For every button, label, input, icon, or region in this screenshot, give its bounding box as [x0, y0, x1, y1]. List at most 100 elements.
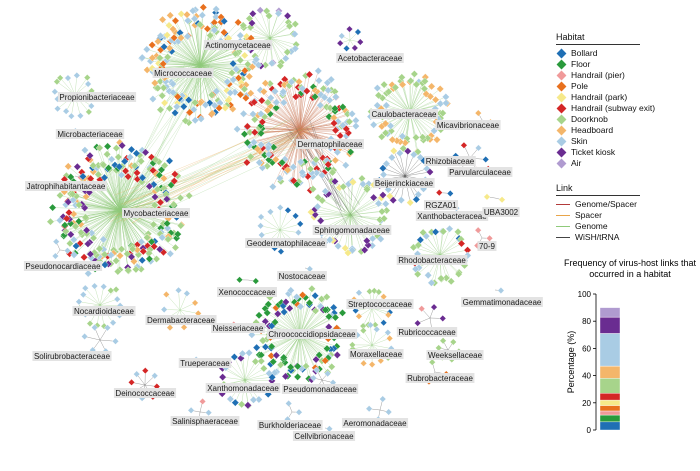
host-link [103, 164, 121, 211]
bar-segment [599, 365, 621, 379]
host-link [252, 13, 271, 39]
host-link [299, 334, 317, 360]
host-link [399, 153, 406, 177]
virus-node [326, 104, 335, 112]
y-axis-label: Percentage (%) [566, 331, 576, 394]
host-link [175, 20, 201, 66]
host-link [439, 249, 468, 256]
host-link [404, 171, 431, 177]
host-link [99, 304, 121, 306]
host-link [181, 13, 201, 66]
family-label: UBA3002 [482, 207, 520, 217]
family-name: Trueperaceae [180, 359, 230, 368]
virus-node [454, 270, 463, 278]
link-legend-title: Link [556, 183, 640, 196]
host-link [299, 117, 335, 131]
virus-node [426, 92, 435, 101]
family-name: Rubricoccaceae [398, 328, 456, 337]
host-link [269, 297, 301, 336]
host-link [404, 157, 421, 177]
virus-node [296, 302, 305, 311]
host-link [417, 253, 441, 256]
virus-node [251, 357, 260, 366]
host-link [279, 210, 289, 231]
family-name: Actinomycetaceae [205, 41, 271, 50]
virus-node [46, 217, 55, 226]
virus-node [180, 323, 188, 331]
virus-node [331, 177, 339, 186]
family-label: Beijerinckiaceae [373, 178, 435, 188]
virus-node [375, 288, 383, 296]
host-link [244, 368, 264, 381]
virus-node [245, 349, 253, 357]
virus-node [377, 357, 385, 365]
virus-node [250, 98, 258, 107]
family-label-bg [426, 350, 484, 360]
virus-node [66, 219, 75, 228]
host-link [299, 125, 344, 131]
virus-node [89, 161, 98, 170]
virus-node [87, 102, 95, 110]
virus-node [220, 28, 228, 37]
link-legend-item: Genome/Spacer [556, 199, 696, 210]
host-link [371, 338, 390, 346]
virus-node [80, 253, 88, 262]
host-link [299, 334, 303, 370]
virus-node [348, 246, 356, 255]
virus-node [271, 318, 279, 326]
virus-node [293, 373, 302, 381]
virus-node [285, 304, 294, 313]
host-link [244, 379, 272, 382]
virus-node [114, 153, 123, 161]
host-link [119, 170, 126, 211]
link-legend-item: WiSH/tRNA [556, 232, 696, 243]
host-link [393, 150, 406, 177]
virus-node [75, 298, 83, 306]
legend-label: Bollard [571, 48, 598, 58]
host-link [163, 63, 201, 66]
family-label-bg [370, 109, 438, 119]
virus-node [273, 310, 282, 318]
virus-node [328, 168, 337, 177]
family-label: Micavibrionaceae [435, 120, 501, 130]
host-link [286, 82, 301, 131]
virus-node [240, 51, 249, 60]
family-name: Mycobacteriaceae [124, 209, 189, 218]
legend-panel: Habitat Bollard Floor Handrail (pier) Pole H… [556, 32, 696, 243]
legend-label: Air [571, 158, 582, 168]
virus-node [374, 91, 383, 100]
family-name: Acetobacteraceae [338, 54, 403, 63]
label-layer: Actinomycetaceae Acetobacteraceae Micrococ… [23, 40, 543, 441]
virus-node [82, 226, 91, 235]
host-link [299, 295, 303, 336]
host-link [370, 325, 373, 346]
virus-node [260, 87, 268, 96]
virus-node [278, 158, 287, 167]
family-label: Nostocaceae [277, 271, 327, 281]
link-legend-label: WiSH/tRNA [575, 232, 620, 242]
host-link [404, 168, 427, 177]
virus-node [228, 68, 236, 77]
virus-node [139, 247, 148, 256]
host-link [349, 211, 383, 216]
legend-swatch [556, 147, 567, 158]
virus-node [360, 246, 369, 254]
y-tick-label: 60 [582, 344, 591, 353]
host-link [78, 301, 101, 306]
family-label-bg [405, 373, 475, 383]
host-link [240, 358, 246, 381]
virus-node [72, 242, 80, 250]
virus-node [99, 161, 108, 169]
host-link [119, 209, 129, 271]
host-link [363, 330, 373, 346]
virus-node [165, 21, 173, 30]
virus-node [320, 93, 329, 102]
virus-node [230, 353, 239, 361]
host-link [371, 344, 392, 349]
virus-node [385, 192, 394, 201]
host-link [284, 334, 301, 363]
family-label-bg [477, 241, 497, 251]
bar-segment [599, 399, 621, 406]
family-label: Caulobacteraceae [370, 109, 438, 119]
virus-node [445, 224, 454, 233]
